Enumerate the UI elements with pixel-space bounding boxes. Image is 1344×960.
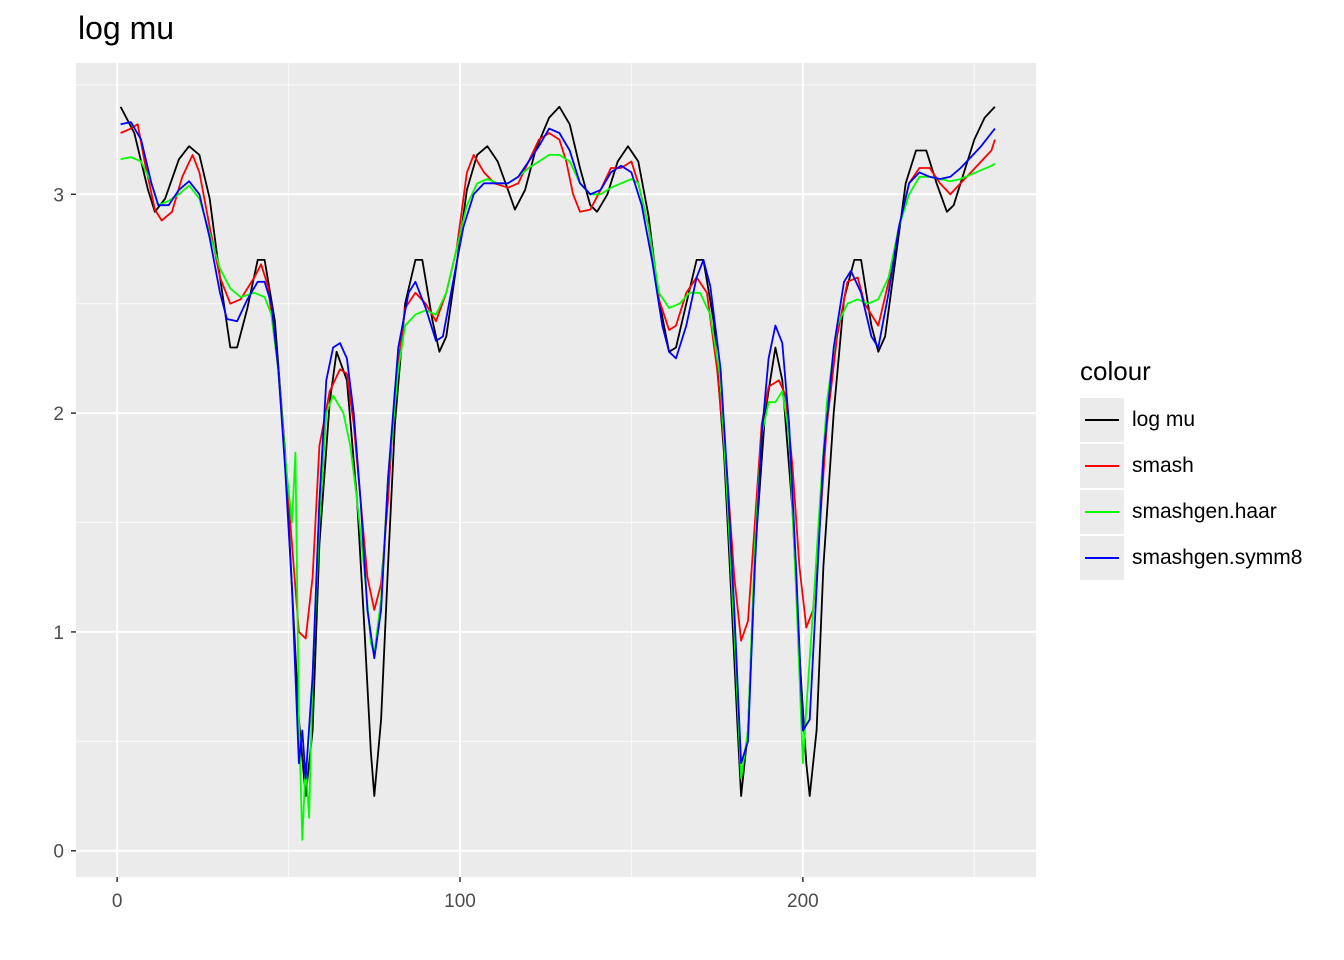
legend-item: smashgen.haar <box>1080 489 1302 535</box>
legend-item: smashgen.symm8 <box>1080 535 1302 581</box>
legend-label: smash <box>1132 454 1194 477</box>
series-line-smashgen-symm8 <box>120 121 996 780</box>
legend-label: smashgen.haar <box>1132 500 1277 523</box>
chart-title: log mu <box>78 10 175 46</box>
legend-key <box>1080 536 1124 580</box>
plot-panel <box>76 63 1036 877</box>
legend-label: log mu <box>1132 408 1196 431</box>
x-tick-label: 200 <box>787 891 819 912</box>
legend-swatch <box>1085 419 1119 421</box>
legend: colour log mu smash smashgen.haar smashgen.… <box>1080 356 1302 581</box>
y-tick-label: 1 <box>53 623 64 644</box>
legend-swatch <box>1085 557 1119 559</box>
legend-swatch <box>1085 511 1119 513</box>
legend-key <box>1080 444 1124 488</box>
x-tick-label: 0 <box>112 891 123 912</box>
legend-swatch <box>1085 465 1119 467</box>
y-tick-label: 2 <box>53 404 64 425</box>
x-tick-label: 100 <box>444 891 476 912</box>
y-tick-label: 0 <box>53 842 64 863</box>
legend-title: colour <box>1080 356 1151 386</box>
legend-item: smash <box>1080 443 1302 489</box>
legend-label: smashgen.symm8 <box>1132 546 1303 569</box>
legend-key <box>1080 490 1124 534</box>
legend-item: log mu <box>1080 397 1302 443</box>
y-tick-label: 3 <box>53 185 64 206</box>
legend-key <box>1080 398 1124 442</box>
